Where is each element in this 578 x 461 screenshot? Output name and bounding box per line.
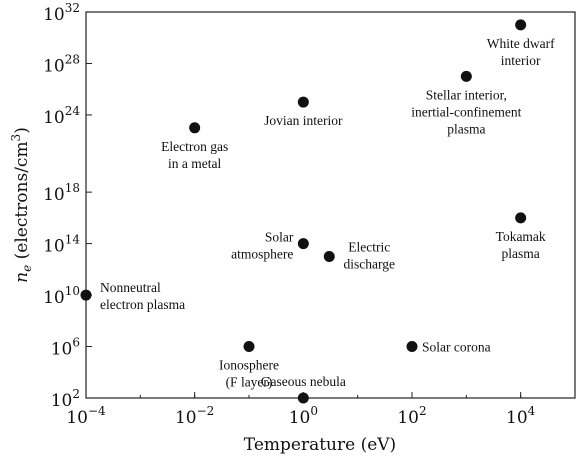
plot-frame xyxy=(85,11,576,399)
x-tick-label: 102 xyxy=(397,404,426,428)
x-tick-label: 100 xyxy=(289,404,318,428)
y-tick-label: 102 xyxy=(51,387,80,411)
label-electron-gas-in-metal: Electron gas in a metal xyxy=(161,139,228,171)
x-tick-label: 10−4 xyxy=(66,404,106,428)
point-electron-gas-in-metal xyxy=(189,122,201,134)
point-gaseous-nebula xyxy=(297,392,309,404)
x-tick-label: 10−2 xyxy=(175,404,214,428)
y-tick-label: 1010 xyxy=(43,284,80,308)
point-stellar-interior xyxy=(460,70,472,82)
label-stellar-interior: Stellar interior, inertial-confinement pla… xyxy=(411,87,521,136)
y-tick-label: 1032 xyxy=(43,1,80,25)
point-nonneutral-electron-plasma xyxy=(80,289,92,301)
point-electric-discharge xyxy=(323,250,335,262)
label-solar-atmosphere: Solar atmosphere xyxy=(231,230,294,262)
point-ionosphere xyxy=(243,341,255,353)
y-axis-title: ne (electrons/cm3) xyxy=(9,127,34,283)
point-solar-corona xyxy=(406,341,418,353)
label-white-dwarf-interior: White dwarf interior xyxy=(487,36,555,68)
x-axis-title: Temperature (eV) xyxy=(244,435,396,455)
label-jovian-interior: Jovian interior xyxy=(264,113,343,128)
point-jovian-interior xyxy=(297,96,309,108)
point-tokamak-plasma xyxy=(515,212,527,224)
label-gaseous-nebula: Gaseous nebula xyxy=(261,374,346,389)
x-tick-label: 104 xyxy=(506,404,536,428)
y-tick-label: 106 xyxy=(51,336,80,360)
label-electric-discharge: Electric discharge xyxy=(344,239,395,271)
label-solar-corona: Solar corona xyxy=(422,340,491,355)
y-tick-label: 1018 xyxy=(43,181,80,205)
label-nonneutral-electron-plasma: Nonneutral electron plasma xyxy=(100,280,185,312)
y-tick-label: 1024 xyxy=(43,104,80,128)
point-labels: Nonneutral electron plasma Electron gas in … xyxy=(100,36,555,390)
axis-ticks: 10−4 10−2 100 102 104 102 106 1010 1014 1018 1024 1… xyxy=(43,1,576,428)
data-points xyxy=(80,19,527,404)
y-tick-label: 1014 xyxy=(43,233,80,257)
y-tick-label: 1028 xyxy=(43,52,80,76)
axes xyxy=(85,11,576,399)
point-white-dwarf-interior xyxy=(515,19,527,31)
label-ionosphere: Ionosphere (F layer) xyxy=(219,358,279,390)
label-tokamak-plasma: Tokamak plasma xyxy=(496,229,546,261)
point-solar-atmosphere xyxy=(297,238,309,250)
